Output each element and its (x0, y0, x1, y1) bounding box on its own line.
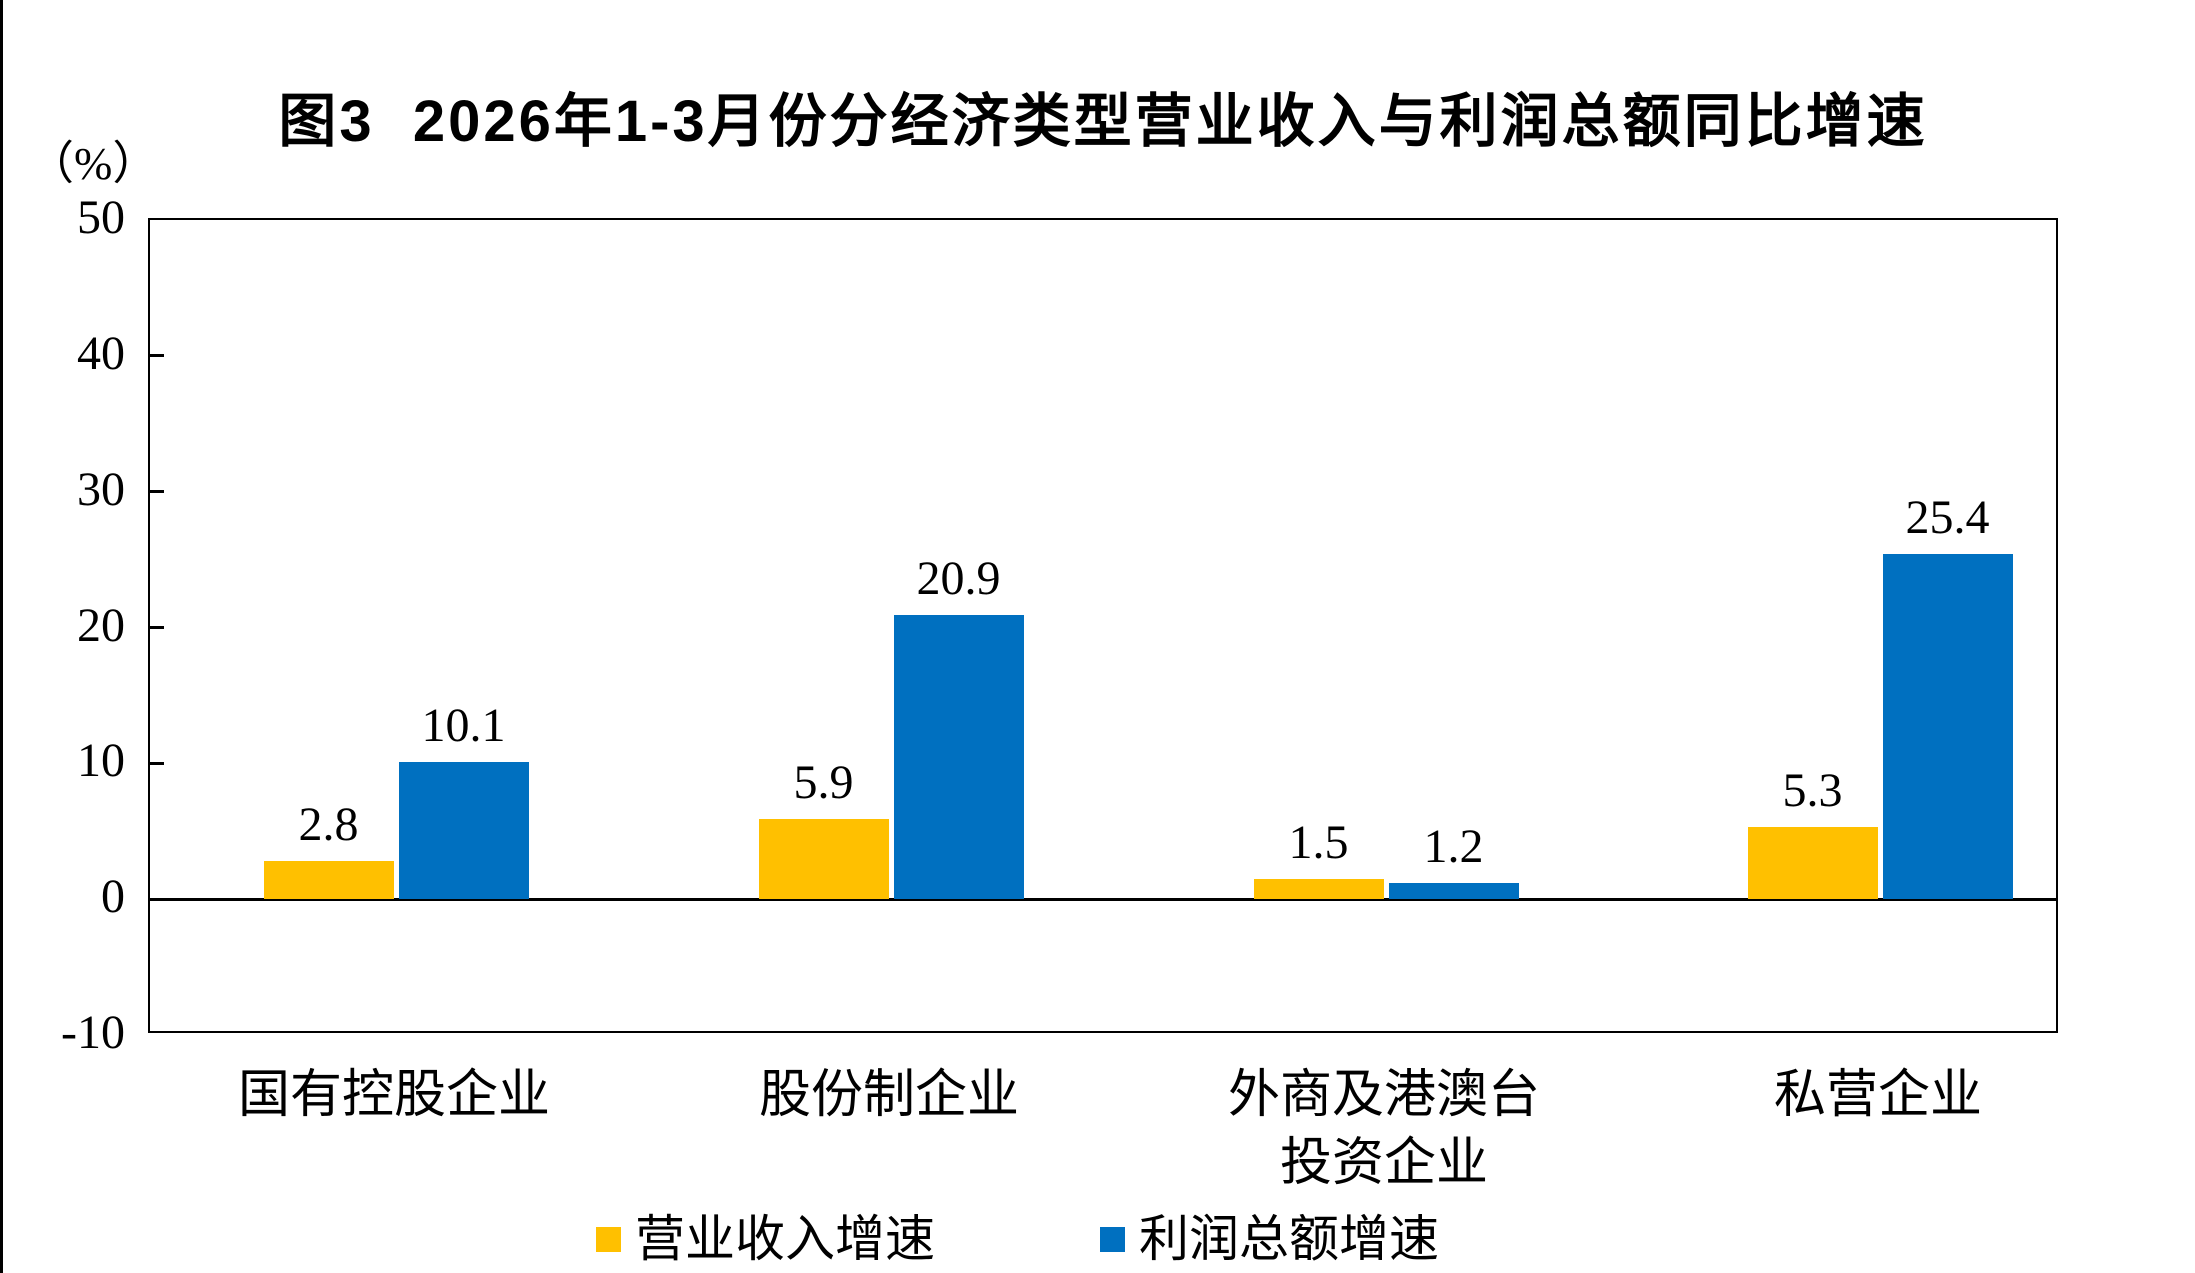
x-axis-category-line: 国有控股企业 (237, 1067, 550, 1124)
profit-growth-legend-swatch-icon (1100, 1226, 1125, 1252)
legend: 营业收入增速 利润总额增速 (0, 1210, 2115, 1268)
y-axis-tick-mark (150, 490, 164, 494)
legend-item-profit-growth: 利润总额增速 (1100, 1210, 1439, 1268)
profit-growth-bar (398, 761, 529, 900)
y-axis-tick-label: 40 (77, 326, 125, 380)
y-axis-tick-label: 10 (77, 734, 125, 788)
profit-growth-bar (893, 615, 1024, 900)
revenue-growth-bar (1747, 827, 1878, 900)
x-axis-category-line: 投资企业 (1279, 1135, 1488, 1192)
revenue-growth-bar (758, 819, 889, 900)
y-axis-tick-label: 50 (77, 191, 125, 244)
y-axis-tick-mark (150, 354, 164, 358)
revenue-growth-bar (263, 861, 394, 900)
y-axis-tick-label: -10 (61, 1006, 125, 1059)
legend-label: 营业收入增速 (635, 1211, 935, 1267)
chart-title: 图3 2026年1-3月份分经济类型营业收入与利润总额同比增速 (278, 89, 1928, 154)
legend-item-revenue-growth: 营业收入增速 (596, 1210, 935, 1268)
y-axis-unit-label: （%） (28, 138, 159, 189)
revenue-growth-bar (1253, 878, 1384, 900)
bar-value-label: 5.9 (793, 756, 854, 810)
y-axis-tick-label: 20 (77, 598, 125, 652)
profit-growth-bar (1882, 554, 2013, 900)
bar-value-label: 5.3 (1782, 764, 1843, 818)
legend-label: 利润总额增速 (1139, 1211, 1439, 1267)
x-axis-category-line: 股份制企业 (758, 1067, 1019, 1124)
revenue-growth-legend-swatch-icon (596, 1226, 621, 1252)
x-axis-category-label: 股份制企业 (579, 1062, 1199, 1130)
bar-value-label: 20.9 (916, 552, 1001, 606)
plot-area: 2.8 5.9 1.5 5.3 10.1 20.9 1.2 25.4 (148, 218, 2058, 1033)
page-left-border (0, 0, 3, 1273)
x-axis-category-label: 外商及港澳台 投资企业 (1074, 1062, 1694, 1198)
x-axis-category-label: 私营企业 (1568, 1062, 2188, 1130)
x-axis-category-line: 私营企业 (1773, 1067, 1982, 1124)
y-axis-tick-label: 30 (77, 462, 125, 516)
profit-growth-bar (1388, 882, 1519, 900)
y-axis-tick-label: 0 (101, 870, 125, 924)
y-axis-tick-mark (150, 626, 164, 629)
x-axis-category-line: 外商及港澳台 (1227, 1067, 1540, 1124)
bar-value-label: 25.4 (1905, 491, 1990, 545)
bar-value-label: 2.8 (298, 798, 359, 852)
bar-value-label: 1.2 (1423, 819, 1484, 873)
bar-value-label: 10.1 (421, 698, 506, 752)
zero-gridline (150, 897, 2056, 901)
y-axis-tick-mark (150, 761, 164, 765)
bar-value-label: 1.5 (1288, 815, 1349, 869)
x-axis-category-label: 国有控股企业 (84, 1062, 704, 1130)
